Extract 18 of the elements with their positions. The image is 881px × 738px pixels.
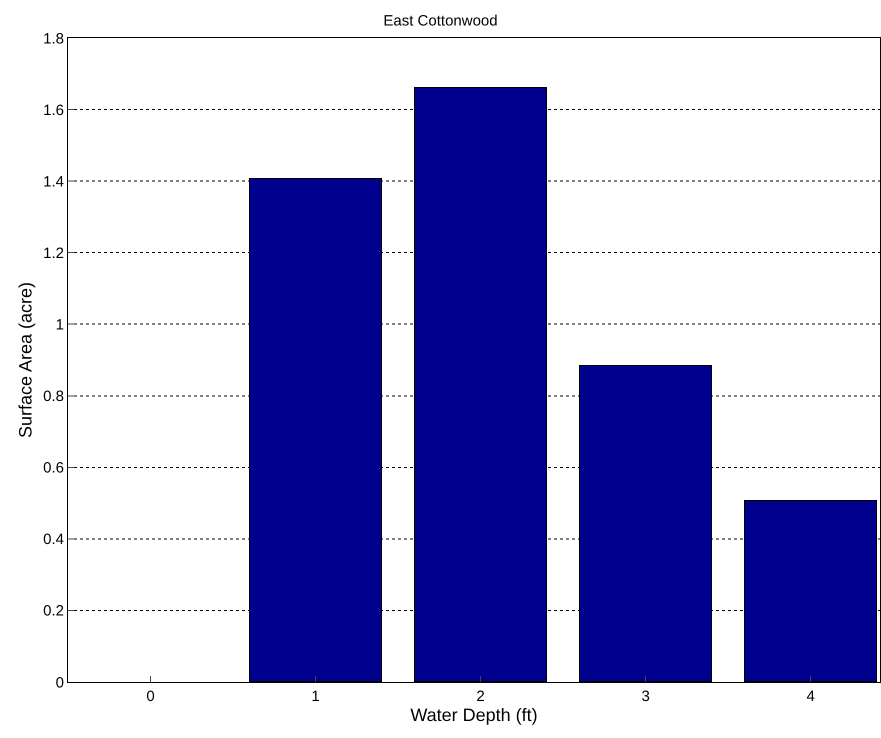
y-tick-label: 0.4 bbox=[43, 531, 64, 548]
y-tick-label: 1 bbox=[56, 316, 64, 334]
x-tick-label: 3 bbox=[641, 688, 650, 705]
x-tick-label: 4 bbox=[806, 688, 815, 705]
x-axis-title: Water Depth (ft) bbox=[410, 705, 538, 726]
y-tick-label: 0.2 bbox=[43, 602, 64, 620]
chart-title: East Cottonwood bbox=[383, 12, 498, 30]
y-tick-label: 1.2 bbox=[43, 244, 64, 262]
y-tick-label: 0.6 bbox=[43, 460, 64, 477]
y-tick-label: 0.8 bbox=[43, 388, 64, 406]
y-tick-label: 0 bbox=[56, 674, 64, 692]
y-axis-title: Surface Area (acre) bbox=[15, 282, 36, 438]
x-tick-label: 0 bbox=[146, 688, 155, 705]
x-tick-label: 1 bbox=[311, 688, 320, 705]
y-tick-label: 1.6 bbox=[43, 102, 64, 119]
x-tick-label: 2 bbox=[476, 688, 485, 705]
y-tick-label: 1.8 bbox=[43, 30, 64, 48]
y-tick-label: 1.4 bbox=[43, 173, 64, 190]
